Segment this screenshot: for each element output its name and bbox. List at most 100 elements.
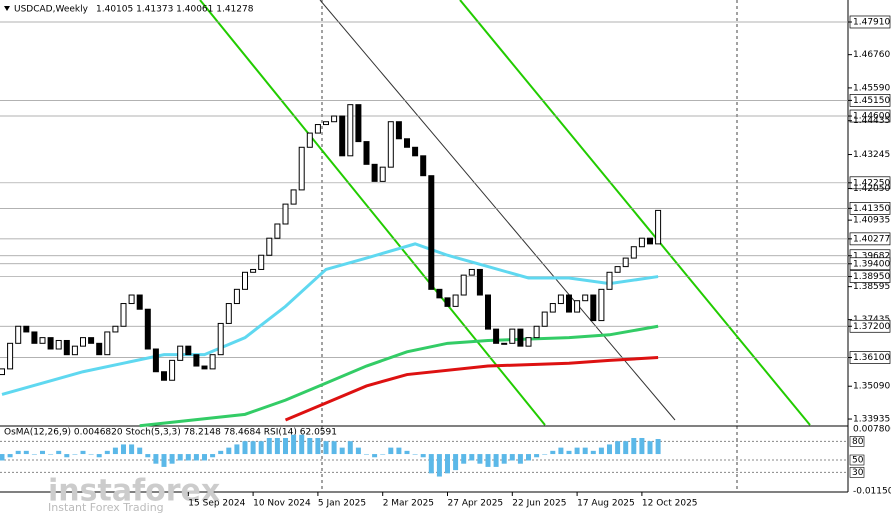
osma-bar	[477, 454, 483, 464]
candle	[452, 294, 459, 307]
osma-bar	[380, 454, 386, 455]
candle	[525, 337, 532, 347]
osma-bar	[396, 447, 402, 455]
candle	[225, 303, 232, 324]
osma-bar	[104, 450, 110, 455]
osma-bar	[623, 441, 629, 455]
osma-bar	[534, 454, 540, 458]
osma-bar	[339, 447, 345, 455]
y-tick-label: 1.46760	[853, 50, 890, 60]
candle	[371, 163, 378, 182]
level-box	[849, 467, 865, 478]
osma-bar	[469, 454, 475, 461]
candle	[96, 342, 103, 356]
osc-tick-label: 0.0078000	[853, 425, 891, 435]
y-tick-label: 1.44600	[853, 112, 890, 122]
osma-bar	[445, 454, 450, 474]
osma-bar	[372, 454, 378, 458]
osma-bar	[242, 441, 248, 455]
y-tick-label: 1.42050	[853, 184, 890, 194]
osma-bar	[0, 454, 5, 461]
candle	[152, 348, 159, 373]
osma-bar	[323, 441, 329, 455]
candle	[128, 294, 135, 305]
osma-bar	[137, 447, 143, 455]
candle	[606, 271, 613, 290]
osma-bar	[307, 437, 313, 455]
y-tick-label: 1.33935	[853, 415, 890, 425]
candle	[71, 345, 78, 356]
candle	[355, 104, 362, 143]
osma-bar	[72, 454, 78, 455]
candle	[517, 328, 524, 347]
candle	[598, 288, 605, 322]
trend-line	[319, 0, 676, 421]
osma-bar	[169, 454, 175, 464]
y-tick-label: 1.41350	[853, 204, 890, 214]
osma-bar	[185, 454, 191, 461]
osma-bar	[347, 441, 353, 455]
y-tick-label: 1.39400	[853, 259, 890, 269]
y-tick-label: 1.38950	[853, 272, 890, 282]
oscillator-title: OsMA(12,26,9) 0.0046820 Stoch(5,3,3) 78.…	[4, 428, 337, 438]
y-tick-label: 1.36100	[853, 353, 890, 363]
candle	[444, 297, 451, 307]
osma-bar	[590, 450, 596, 455]
candle	[266, 237, 273, 256]
candle	[460, 274, 467, 296]
osma-bar	[258, 441, 264, 455]
osma-bar	[412, 454, 418, 455]
osma-bar	[615, 441, 621, 455]
osma-bar	[7, 454, 13, 458]
candle	[404, 138, 410, 148]
osma-bar	[542, 454, 548, 455]
y-tick-label: 1.37200	[853, 322, 890, 332]
osma-bar	[15, 450, 21, 455]
osma-bar	[428, 454, 434, 474]
candle	[387, 121, 394, 168]
candle	[7, 342, 14, 370]
candle	[274, 223, 281, 239]
y-tick-label: 1.39682	[853, 251, 890, 261]
y-tick-label: 1.45590	[853, 83, 890, 93]
osma-bar	[493, 454, 499, 467]
symbol-title: USDCAD,Weekly	[14, 5, 89, 15]
menu-arrow[interactable]	[4, 6, 10, 11]
osma-bar	[129, 444, 135, 455]
osma-bar	[550, 450, 556, 455]
osma-bar	[420, 454, 426, 458]
candle	[193, 354, 200, 367]
osma-bar	[202, 454, 207, 461]
candle	[169, 359, 176, 381]
y-tick-label: 1.38595	[853, 282, 890, 292]
candle	[614, 266, 621, 273]
candle	[468, 268, 475, 276]
candle	[23, 325, 30, 333]
candle	[379, 166, 386, 182]
moving-average	[284, 356, 659, 422]
watermark-brand: instaforex	[48, 474, 220, 509]
candle	[120, 303, 127, 327]
ohlc-values: 1.40105 1.41373 1.40061 1.41278	[96, 5, 254, 15]
candle	[104, 331, 111, 356]
osma-bar	[161, 454, 167, 467]
candle	[314, 124, 321, 134]
candle	[566, 294, 572, 313]
candle	[533, 325, 540, 339]
osma-bar	[121, 444, 126, 455]
osma-bar	[226, 447, 232, 455]
osma-bar	[80, 450, 86, 455]
osma-bar	[558, 447, 564, 455]
candle	[622, 257, 629, 268]
candle	[144, 308, 151, 350]
osma-bar	[145, 454, 151, 458]
candle	[177, 345, 184, 361]
candle	[201, 365, 208, 370]
osma-bar	[210, 454, 216, 458]
level-label: 30	[852, 468, 864, 478]
candle	[298, 146, 305, 191]
osma-bar	[436, 454, 442, 477]
osma-bar	[647, 441, 653, 455]
osma-bar	[250, 441, 256, 455]
